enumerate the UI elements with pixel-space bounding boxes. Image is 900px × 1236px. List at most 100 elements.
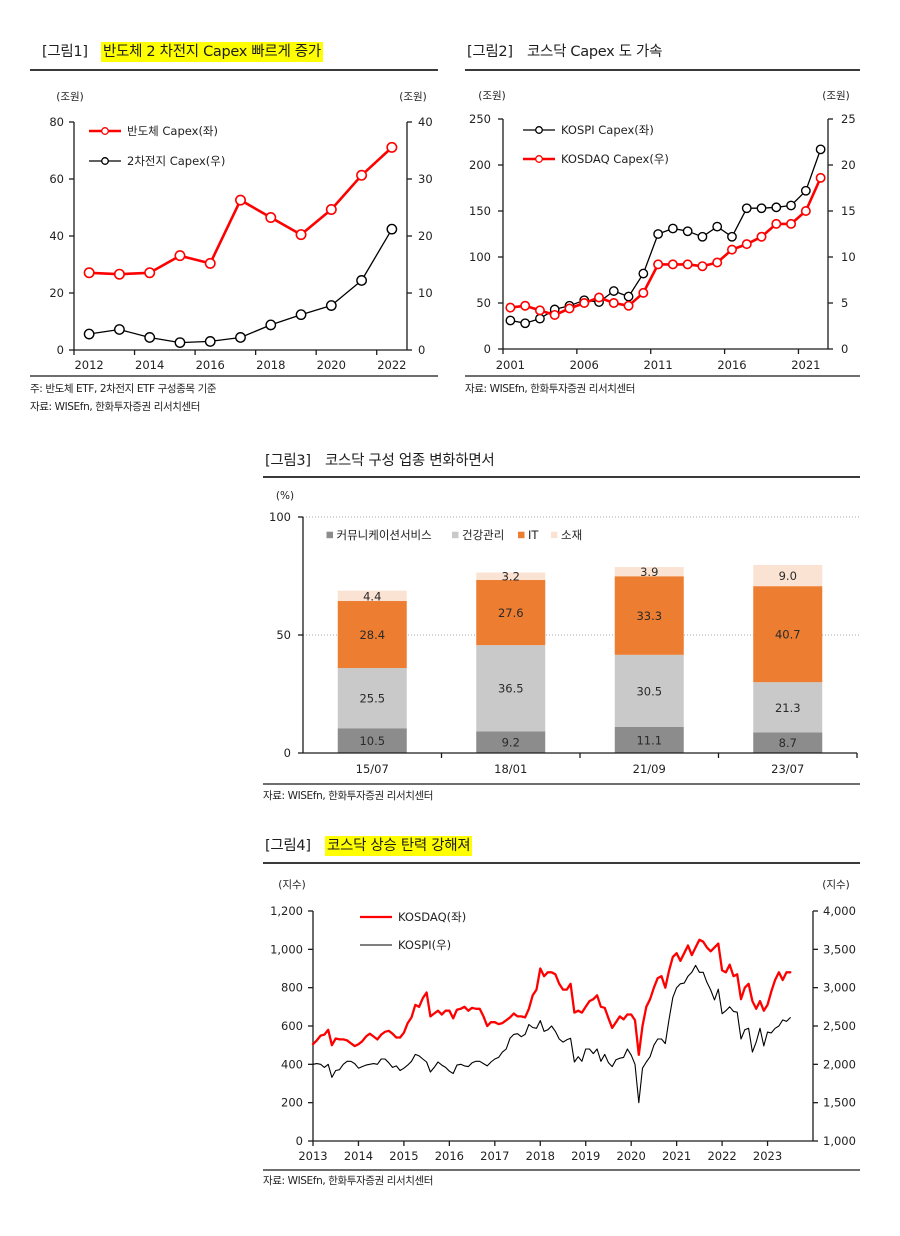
communication-services-data-label: 9.2 bbox=[502, 736, 520, 750]
kosdaq-capex-point bbox=[771, 218, 782, 229]
figure-3-top-rule bbox=[263, 476, 860, 478]
kosdaq-capex-point bbox=[579, 297, 590, 308]
x-axis-tick-label: 2020 bbox=[317, 358, 346, 372]
right-axis-tick-label: 10 bbox=[418, 286, 433, 300]
materials-data-label: 4.4 bbox=[363, 589, 381, 603]
x-axis-tick-label: 2019 bbox=[571, 1149, 600, 1163]
materials-bar-segment bbox=[614, 567, 684, 577]
left-axis-unit-label: (지수) bbox=[278, 879, 306, 891]
x-axis-tick-label: 2017 bbox=[480, 1149, 509, 1163]
healthcare-data-label: 25.5 bbox=[359, 692, 385, 706]
materials-data-label: 3.9 bbox=[640, 565, 658, 579]
kospi-capex-point bbox=[535, 313, 545, 324]
figure-2-top-rule bbox=[465, 69, 860, 71]
materials-bar-segment bbox=[337, 590, 407, 602]
communication-services-bar-segment bbox=[614, 726, 684, 753]
figure-4-bottom-rule bbox=[263, 1169, 860, 1171]
kospi-kosdaq-capex-chart: 0 50 100 150 200 250 (조원) 0 5 10 15 20 25 (조원) 2001 200… bbox=[469, 90, 856, 372]
kospi-capex-point bbox=[697, 231, 708, 242]
figure-4-top-rule bbox=[263, 862, 860, 864]
kosdaq-capex-point bbox=[800, 206, 811, 217]
figure-3-source: 자료: WISEfn, 한화투자증권 리서치센터 bbox=[263, 790, 433, 802]
kosdaq-capex-point bbox=[682, 259, 693, 270]
semiconductor-battery-capex-chart: 0 20 40 60 80 (조원) 0 10 20 30 40 (조원) 2012 2014 2016 20… bbox=[49, 91, 432, 372]
battery-capex-point bbox=[325, 300, 337, 311]
semiconductor-capex-point bbox=[174, 250, 186, 262]
battery-capex-point bbox=[235, 332, 246, 343]
x-axis-tick-label: 2023 bbox=[753, 1149, 782, 1163]
left-axis-tick-label: 0 bbox=[484, 342, 491, 356]
materials-bar-segment bbox=[476, 572, 546, 581]
left-axis-tick-label: 100 bbox=[469, 250, 491, 264]
kosdaq-capex-point bbox=[505, 302, 516, 313]
materials-data-label: 3.2 bbox=[502, 570, 520, 584]
x-axis-tick-label: 21/09 bbox=[633, 762, 666, 776]
x-axis-tick-label: 2001 bbox=[496, 358, 525, 372]
semiconductor-capex-point bbox=[144, 267, 156, 279]
figure-2-bottom-rule bbox=[465, 375, 860, 377]
kospi-capex-point bbox=[786, 200, 796, 211]
x-axis-tick-label: 2014 bbox=[135, 358, 164, 372]
kosdaq-capex-point bbox=[667, 259, 678, 270]
materials-legend-label: 소재 bbox=[561, 528, 582, 542]
healthcare-bar-segment bbox=[614, 654, 684, 727]
kosdaq-capex-point bbox=[549, 309, 560, 320]
x-axis-tick-label: 15/07 bbox=[356, 762, 389, 776]
semiconductor-capex-point bbox=[235, 194, 247, 206]
kospi-capex-legend-label: KOSPI Capex(좌) bbox=[561, 123, 654, 137]
communication-services-legend-label: 커뮤니케이션서비스 bbox=[337, 528, 432, 542]
left-axis-tick-label: 1,200 bbox=[270, 904, 303, 918]
figure-2-label: [그림2] bbox=[467, 44, 513, 60]
kosdaq-capex-point bbox=[608, 297, 619, 308]
x-axis-tick-label: 2021 bbox=[662, 1149, 691, 1163]
it-bar-segment bbox=[614, 576, 684, 655]
x-axis-tick-label: 2021 bbox=[791, 358, 820, 372]
it-bar-segment bbox=[476, 580, 546, 646]
left-axis-tick-label: 800 bbox=[281, 981, 303, 995]
kospi-capex-point bbox=[741, 203, 752, 214]
kospi-capex-point bbox=[682, 226, 693, 237]
kosdaq-capex-point bbox=[594, 292, 605, 303]
kosdaq-capex-point bbox=[534, 305, 545, 316]
x-axis-tick-label: 2016 bbox=[717, 358, 746, 372]
kosdaq-sector-composition-chart: 10.5 25.5 28.4 4.4 15/07 9.2 36.5 27.6 3.2 18/01 1… bbox=[269, 490, 860, 776]
x-axis-tick-label: 2022 bbox=[707, 1149, 736, 1163]
kospi-index-legend-label: KOSPI(우) bbox=[398, 938, 451, 952]
kospi-capex-point bbox=[520, 318, 531, 329]
healthcare-bar-segment bbox=[337, 668, 407, 729]
materials-legend-swatch bbox=[551, 531, 558, 539]
left-axis-tick-label: 250 bbox=[469, 112, 491, 126]
semiconductor-capex-point bbox=[325, 203, 337, 215]
right-axis-unit-label: (지수) bbox=[822, 879, 850, 891]
kospi-capex-point bbox=[638, 268, 649, 279]
figure-1-bottom-rule bbox=[30, 375, 438, 377]
left-axis-tick-label: 60 bbox=[49, 172, 64, 186]
left-axis-tick-label: 0 bbox=[57, 343, 64, 357]
right-axis-tick-label: 4,000 bbox=[823, 904, 856, 918]
x-axis-tick-label: 2012 bbox=[74, 358, 103, 372]
left-axis-tick-label: 20 bbox=[49, 286, 64, 300]
left-axis-tick-label: 150 bbox=[469, 204, 491, 218]
right-axis-tick-label: 3,500 bbox=[823, 942, 856, 956]
it-data-label: 33.3 bbox=[636, 609, 662, 623]
x-axis-tick-label: 23/07 bbox=[771, 762, 804, 776]
battery-capex-point bbox=[204, 336, 216, 347]
communication-services-legend-swatch bbox=[326, 531, 333, 539]
battery-capex-point bbox=[83, 328, 95, 340]
kosdaq-capex-point bbox=[520, 300, 531, 311]
kosdaq-capex-legend-marker bbox=[535, 155, 543, 163]
battery-capex-point bbox=[265, 319, 277, 331]
it-data-label: 28.4 bbox=[359, 628, 385, 642]
it-data-label: 27.6 bbox=[498, 606, 524, 620]
healthcare-data-label: 30.5 bbox=[636, 684, 662, 698]
left-axis-tick-label: 1,000 bbox=[270, 942, 303, 956]
right-axis-tick-label: 2,500 bbox=[823, 1019, 856, 1033]
figure-4-label: [그림4] bbox=[265, 838, 311, 854]
semiconductor-capex-legend-label: 반도체 Capex(좌) bbox=[127, 124, 218, 138]
battery-capex-point bbox=[386, 223, 398, 235]
x-axis-tick-label: 2022 bbox=[377, 358, 406, 372]
y-axis-unit-label: (%) bbox=[276, 490, 294, 502]
it-bar-segment bbox=[337, 601, 407, 669]
